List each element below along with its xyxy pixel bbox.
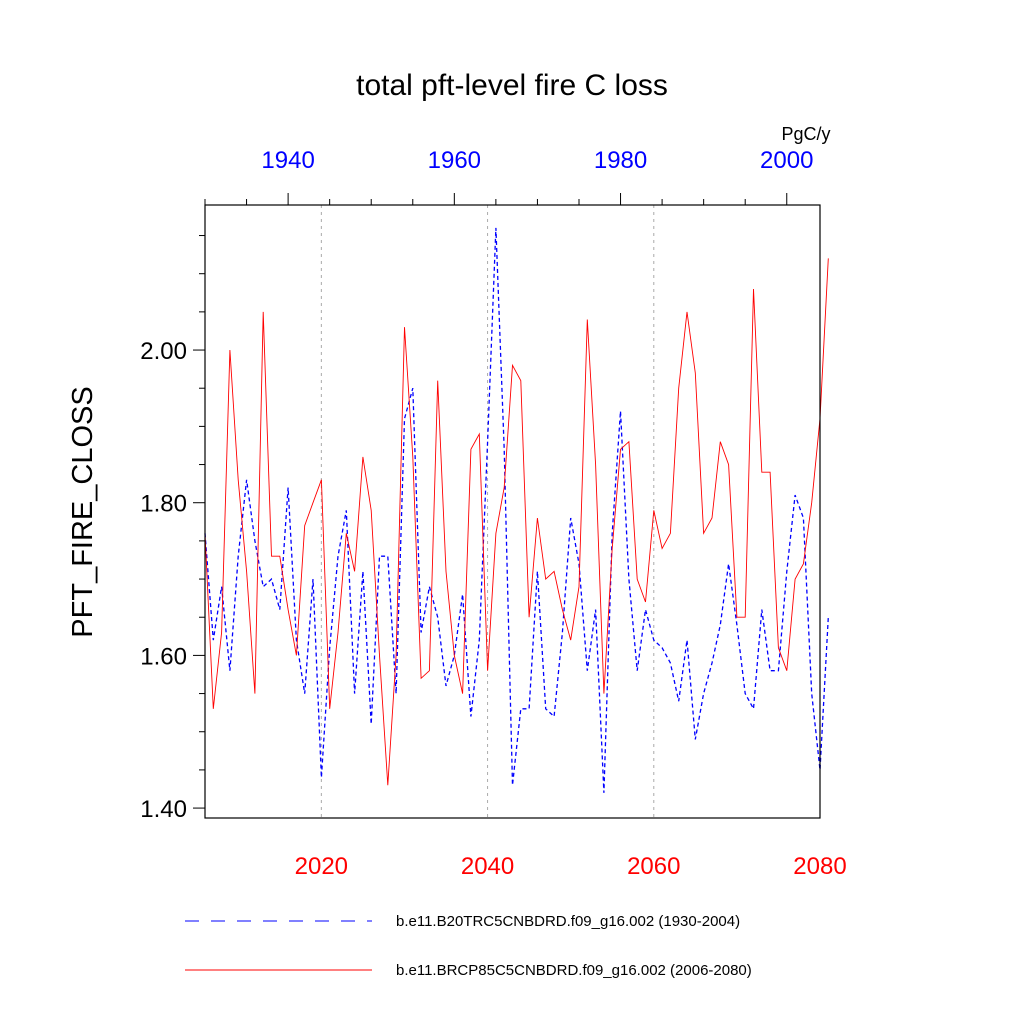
top-axis-label: 1980 — [594, 147, 647, 174]
y-axis-label: PFT_FIRE_CLOSS — [67, 386, 99, 637]
legend: b.e11.B20TRC5CNBDRD.f09_g16.002 (1930-20… — [185, 913, 752, 979]
plot-frame — [204, 204, 821, 819]
top-axis-label: 1940 — [261, 147, 314, 174]
label-layer: 1.40 1.60 1.80 2.00 1940 1960 1980 2000 2020 2040… — [140, 147, 846, 880]
series-layer — [204, 227, 829, 793]
bottom-axis-label: 2020 — [295, 853, 348, 880]
y-tick-label: 1.80 — [140, 491, 187, 518]
bottom-axis-label: 2080 — [793, 853, 846, 880]
legend-label-historical: b.e11.B20TRC5CNBDRD.f09_g16.002 (1930-20… — [396, 913, 740, 930]
series-historical-line — [204, 227, 829, 793]
y-tick-label: 1.60 — [140, 643, 187, 670]
legend-label-rcp85: b.e11.BRCP85C5CNBDRD.f09_g16.002 (2006-2… — [396, 962, 752, 979]
tick-layer — [193, 193, 788, 809]
series-rcp85-line — [204, 258, 829, 786]
y-tick-label: 2.00 — [140, 338, 187, 365]
y-tick-label: 1.40 — [140, 796, 187, 823]
bottom-axis-label: 2040 — [461, 853, 514, 880]
chart-title: total pft-level fire C loss — [356, 69, 668, 102]
units-label: PgC/y — [781, 124, 830, 144]
bottom-axis-label: 2060 — [627, 853, 680, 880]
top-axis-label: 2000 — [760, 147, 813, 174]
top-axis-label: 1960 — [428, 147, 481, 174]
